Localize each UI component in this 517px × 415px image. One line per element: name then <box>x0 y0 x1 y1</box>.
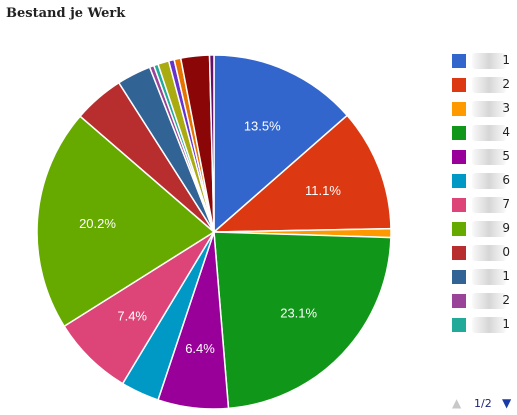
legend-label: 7 <box>502 197 510 211</box>
legend-redacted-text <box>472 293 506 309</box>
legend-label: 1 <box>502 269 510 283</box>
pager-page-indicator: 1/2 <box>474 397 492 410</box>
pie-slice-7 <box>36 115 216 328</box>
pie-slice-16 <box>208 54 215 233</box>
legend-redacted-text <box>472 245 506 261</box>
legend-redacted-text <box>472 221 506 237</box>
legend-label: 6 <box>502 173 510 187</box>
slice-data-label-3: 23.1% <box>280 305 317 320</box>
legend-label: 1 <box>502 53 510 67</box>
legend-pager: ▲ 1/2 ▼ <box>452 396 516 412</box>
legend-swatch <box>452 174 466 188</box>
legend-redacted-text <box>472 317 506 333</box>
legend-item-7[interactable]: 9 <box>452 218 514 242</box>
legend-swatch <box>452 318 466 332</box>
legend-redacted-text <box>472 101 506 117</box>
legend-swatch <box>452 150 466 164</box>
legend-redacted-text <box>472 197 506 213</box>
legend-swatch <box>452 54 466 68</box>
legend-label: 9 <box>502 221 510 235</box>
legend-redacted-text <box>472 149 506 165</box>
legend-item-10[interactable]: 2 <box>452 290 514 314</box>
pie-slice-3 <box>213 231 392 410</box>
legend-label: 2 <box>502 293 510 307</box>
legend-item-2[interactable]: 3 <box>452 98 514 122</box>
pie-slice-1 <box>211 114 392 233</box>
legend-item-11[interactable]: 1 <box>452 314 514 338</box>
legend-item-4[interactable]: 5 <box>452 146 514 170</box>
legend-redacted-text <box>472 77 506 93</box>
legend-swatch <box>452 102 466 116</box>
legend-swatch <box>452 222 466 236</box>
pager-next-icon[interactable]: ▼ <box>502 396 512 410</box>
legend-item-5[interactable]: 6 <box>452 170 514 194</box>
slice-data-label-7: 20.2% <box>79 216 116 231</box>
legend-swatch <box>452 126 466 140</box>
legend-label: 4 <box>502 125 510 139</box>
legend-swatch <box>452 78 466 92</box>
slice-data-label-1: 11.1% <box>305 183 341 198</box>
legend-swatch <box>452 198 466 212</box>
legend-label: 0 <box>502 245 510 259</box>
slice-data-label-0: 13.5% <box>244 119 281 134</box>
legend-item-1[interactable]: 2 <box>452 74 514 98</box>
legend-label: 2 <box>502 77 510 91</box>
legend-redacted-text <box>472 53 506 69</box>
legend-item-8[interactable]: 0 <box>452 242 514 266</box>
chart-legend: 1 2 3 4 5 6 7 9 0 1 2 1 <box>452 50 514 338</box>
slice-data-label-4: 6.4% <box>185 341 215 356</box>
legend-swatch <box>452 294 466 308</box>
legend-item-6[interactable]: 7 <box>452 194 514 218</box>
pie-chart: 13.5% 11.1% 23.1% 6.4% 7.4% 20.2% <box>36 54 392 410</box>
legend-swatch <box>452 270 466 284</box>
pager-prev-icon: ▲ <box>452 396 462 410</box>
legend-item-9[interactable]: 1 <box>452 266 514 290</box>
legend-redacted-text <box>472 269 506 285</box>
legend-redacted-text <box>472 125 506 141</box>
chart-title: Bestand je Werk <box>6 6 126 21</box>
pie-slice-0 <box>213 54 349 234</box>
legend-item-0[interactable]: 1 <box>452 50 514 74</box>
legend-label: 3 <box>502 101 510 115</box>
legend-item-3[interactable]: 4 <box>452 122 514 146</box>
legend-redacted-text <box>472 173 506 189</box>
legend-swatch <box>452 246 466 260</box>
slice-data-label-6: 7.4% <box>117 308 147 323</box>
legend-label: 1 <box>502 317 510 331</box>
legend-label: 5 <box>502 149 510 163</box>
